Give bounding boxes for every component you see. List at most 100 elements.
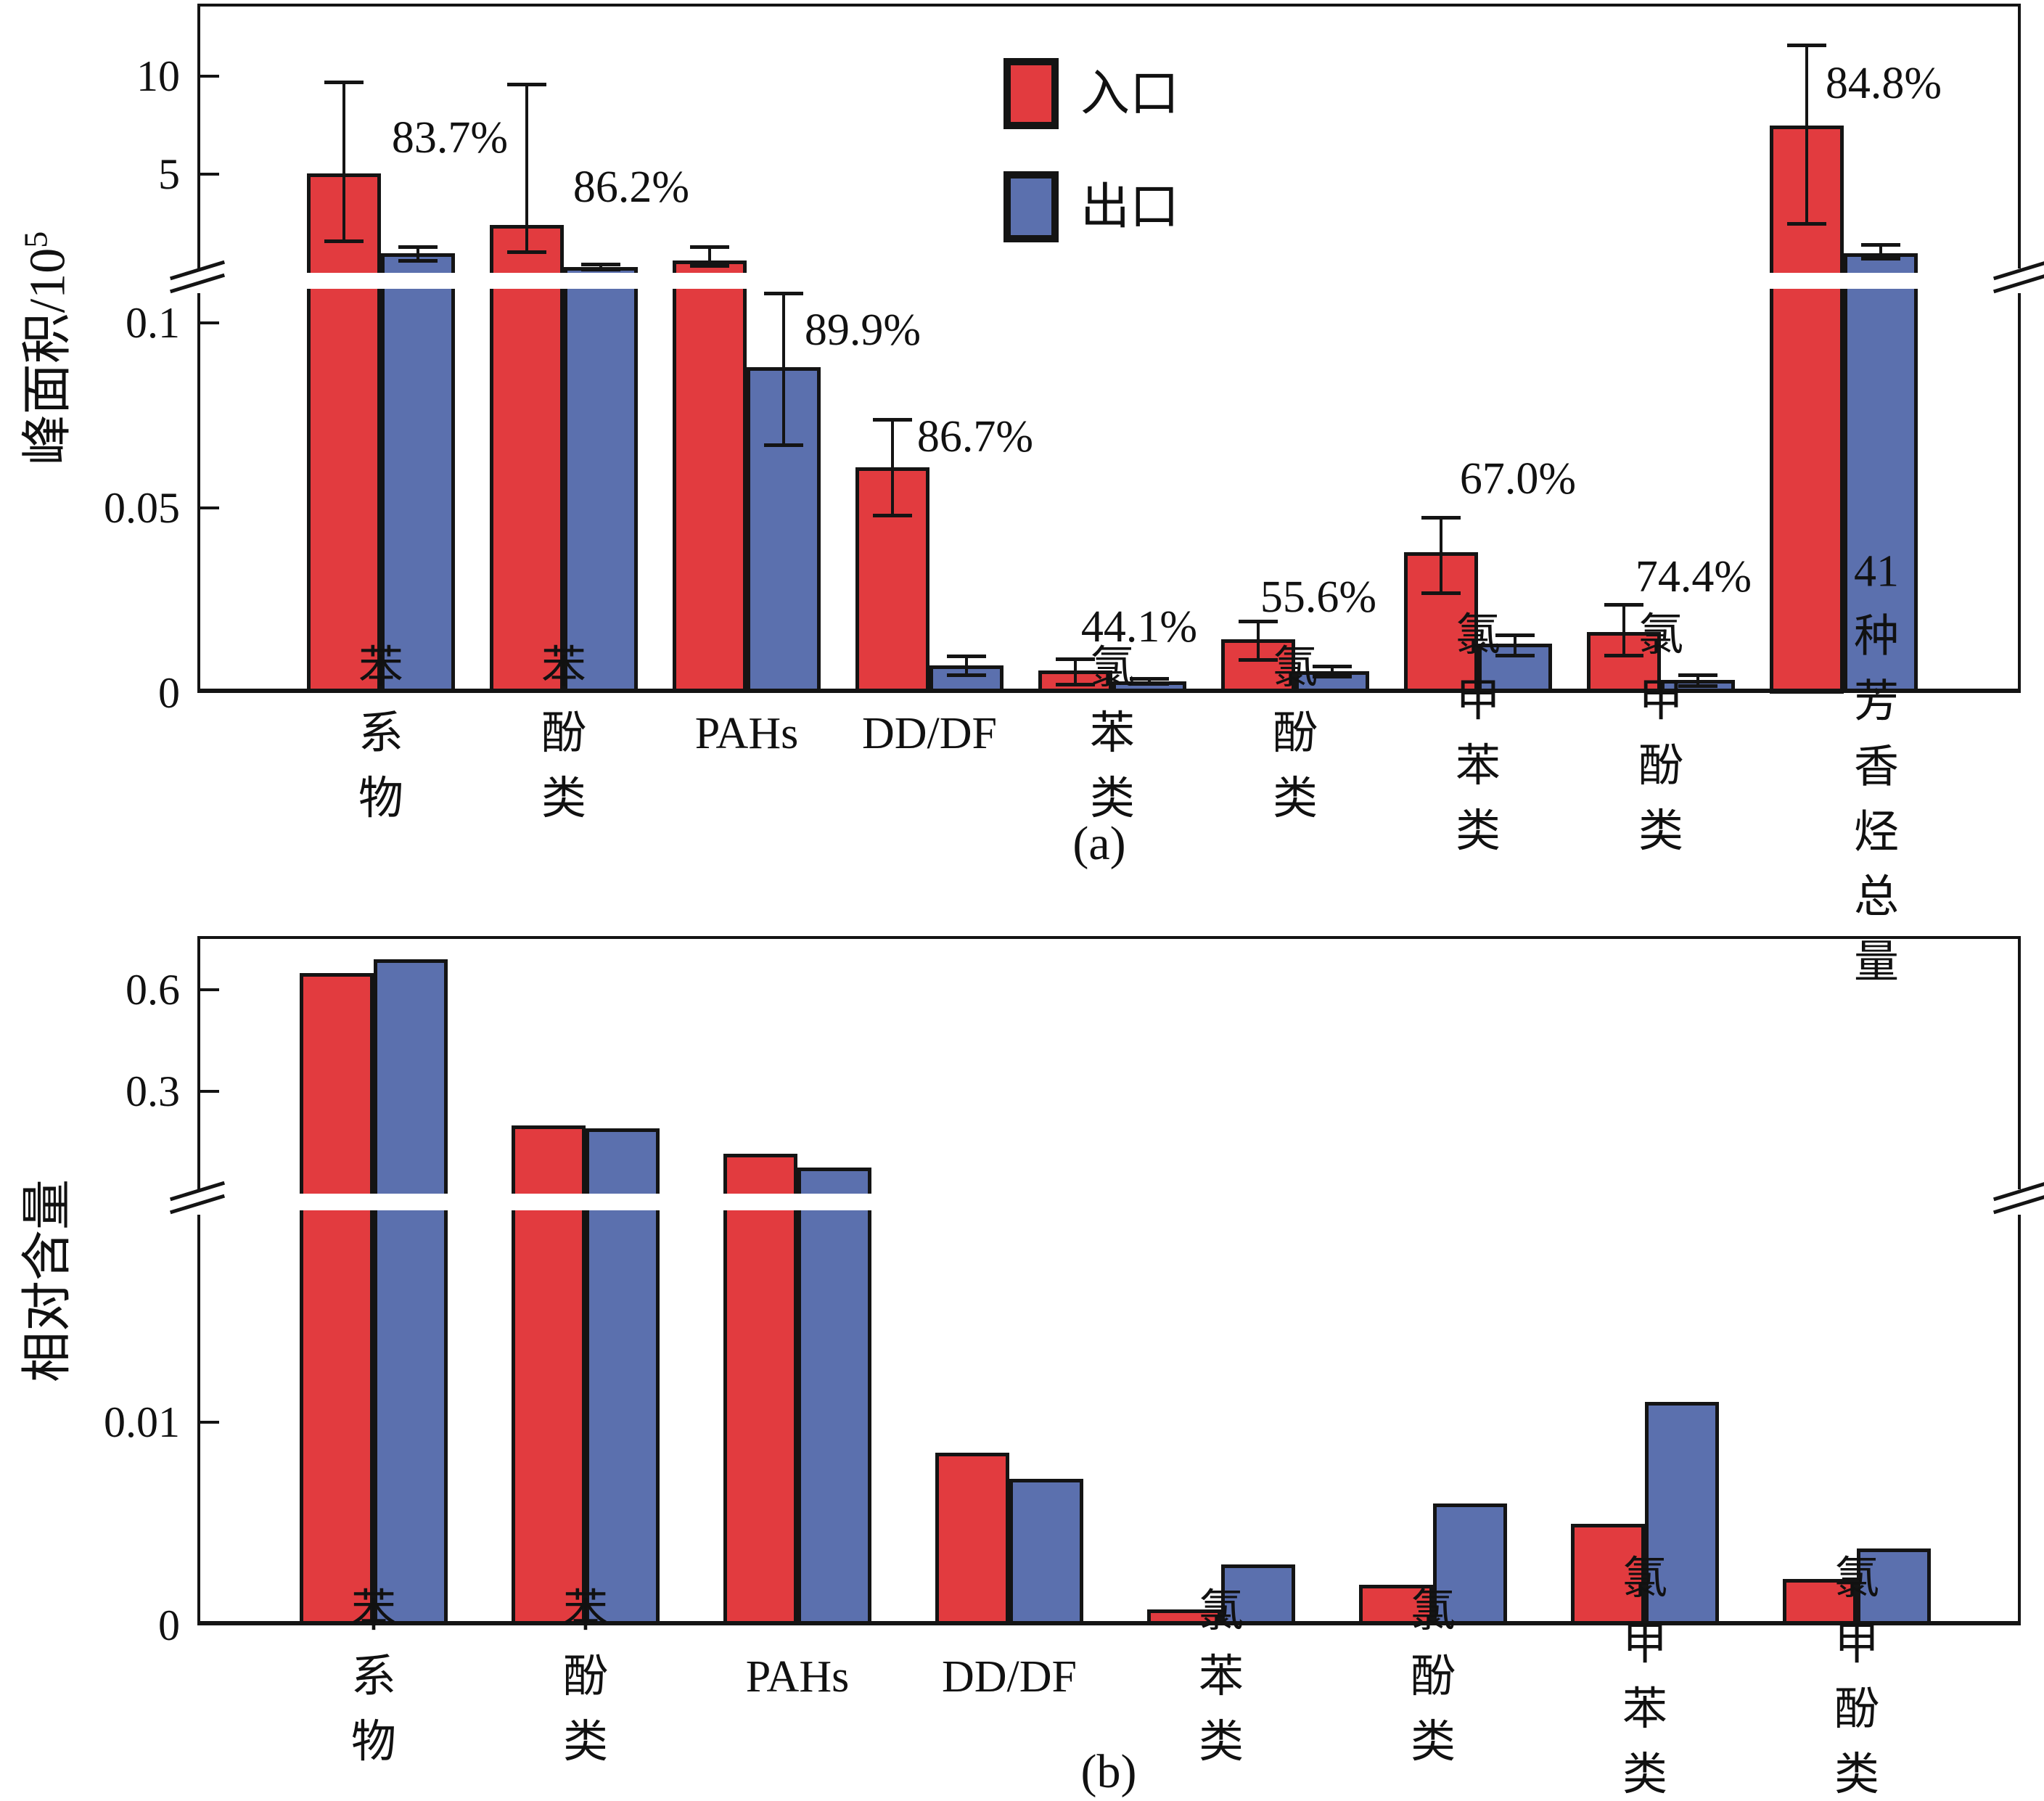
y-tick-label-a: 0.05 xyxy=(104,484,180,532)
error-cap xyxy=(507,250,546,254)
y-tick-a xyxy=(200,75,219,78)
y-tick-label-a: 0.1 xyxy=(126,299,180,347)
error-bar-outlet-41种芳香烃总量 xyxy=(1879,245,1882,258)
removal-rate-label-a-9: 84.8% xyxy=(1825,59,1942,108)
error-cap xyxy=(1604,654,1643,657)
y-tick-b xyxy=(200,1421,219,1424)
error-bar-outlet-PAHs xyxy=(782,293,785,445)
x-label-a-7: 氯甲苯类 xyxy=(1455,611,1501,856)
y-tick-label-b: 0.3 xyxy=(126,1067,180,1115)
error-cap xyxy=(1130,682,1169,686)
panel-caption-b: (b) xyxy=(1080,1745,1137,1798)
error-cap xyxy=(398,245,438,249)
bar-outlet-苯酚类 xyxy=(564,267,638,693)
x-label-b-3: PAHs xyxy=(745,1652,850,1702)
bar-outlet-苯酚类 xyxy=(586,1128,660,1625)
axis-break-band-b xyxy=(201,1194,2017,1210)
error-bar-inlet-PAHs xyxy=(708,247,711,266)
x-label-a-2: 苯酚类 xyxy=(541,644,587,824)
x-label-a-4: DD/DF xyxy=(861,709,998,759)
legend-label-inlet: 入口 xyxy=(1080,66,1180,121)
error-bar-inlet-氯酚类 xyxy=(1257,621,1260,660)
legend-item-outlet: 出口 xyxy=(1003,171,1179,242)
error-bar-inlet-苯酚类 xyxy=(525,84,528,252)
y-tick-a xyxy=(200,506,219,509)
error-bar-outlet-氯甲酚类 xyxy=(1696,675,1699,686)
removal-rate-label-a-1: 83.7% xyxy=(391,113,509,163)
error-cap xyxy=(1787,44,1826,47)
bar-inlet-41种芳香烃总量 xyxy=(1770,126,1844,694)
y-tick-a xyxy=(200,173,219,176)
legend-item-inlet: 入口 xyxy=(1003,58,1179,129)
error-bar-inlet-DD/DF xyxy=(891,419,894,516)
legend: 入口 出口 xyxy=(1003,58,1179,284)
axis-break-band-a xyxy=(201,273,2017,289)
x-label-b-5: 氯苯类 xyxy=(1198,1587,1244,1767)
error-bar-outlet-氯甲苯类 xyxy=(1514,635,1516,655)
error-bar-outlet-DD/DF xyxy=(965,656,968,675)
y-tick-label-a: 10 xyxy=(136,52,180,100)
error-cap xyxy=(1056,683,1095,686)
x-label-a-5: 氯苯类 xyxy=(1089,644,1136,824)
y-axis-title-a: 峰面积/105 xyxy=(17,231,76,466)
error-cap xyxy=(947,673,986,677)
x-label-a-3: PAHs xyxy=(694,709,799,759)
bar-outlet-PAHs xyxy=(797,1168,871,1625)
error-bar-outlet-苯系物 xyxy=(416,247,419,260)
bar-inlet-PAHs xyxy=(673,260,747,693)
error-bar-inlet-氯甲苯类 xyxy=(1440,517,1442,594)
x-label-b-6: 氯酚类 xyxy=(1410,1587,1456,1767)
bar-inlet-苯系物 xyxy=(307,173,381,693)
error-bar-outlet-氯苯类 xyxy=(1148,678,1151,684)
error-cap xyxy=(1787,222,1826,226)
y-tick-label-b: 0 xyxy=(158,1601,180,1649)
y-tick-b xyxy=(200,988,219,991)
error-cap xyxy=(1313,665,1352,668)
x-label-b-7: 氯甲苯类 xyxy=(1622,1554,1668,1800)
error-cap xyxy=(1313,675,1352,678)
error-bar-outlet-苯酚类 xyxy=(599,264,602,269)
bar-inlet-苯酚类 xyxy=(490,225,564,693)
error-cap xyxy=(947,655,986,658)
error-cap xyxy=(690,245,729,249)
legend-swatch-inlet xyxy=(1003,58,1059,129)
error-cap xyxy=(324,81,364,84)
error-cap xyxy=(764,443,803,447)
removal-rate-label-a-3: 89.9% xyxy=(804,305,922,355)
error-cap xyxy=(507,83,546,86)
y-axis-title-b: 相对含量 xyxy=(20,1179,76,1382)
error-cap xyxy=(581,263,620,266)
x-label-a-6: 氯酚类 xyxy=(1272,644,1318,824)
error-cap xyxy=(1421,516,1461,520)
bar-inlet-DD/DF xyxy=(935,1453,1009,1625)
error-cap xyxy=(1130,677,1169,681)
error-cap xyxy=(1056,657,1095,661)
error-bar-inlet-苯系物 xyxy=(342,82,345,241)
error-bar-inlet-41种芳香烃总量 xyxy=(1805,45,1808,223)
error-cap xyxy=(1604,603,1643,607)
removal-rate-label-a-8: 74.4% xyxy=(1635,552,1752,602)
bar-outlet-苯系物 xyxy=(381,253,455,693)
x-label-b-1: 苯系物 xyxy=(350,1587,397,1767)
error-cap xyxy=(1495,633,1535,637)
error-cap xyxy=(581,268,620,271)
x-label-a-8: 氯甲酚类 xyxy=(1638,611,1684,856)
error-cap xyxy=(1421,591,1461,595)
x-label-b-8: 氯甲酚类 xyxy=(1834,1554,1880,1800)
y-tick-label-a: 5 xyxy=(158,150,180,198)
error-cap xyxy=(690,264,729,268)
removal-rate-label-a-7: 67.0% xyxy=(1459,454,1577,504)
error-bar-inlet-氯甲酚类 xyxy=(1622,604,1625,655)
bar-outlet-DD/DF xyxy=(1009,1479,1083,1625)
error-cap xyxy=(398,259,438,263)
bar-outlet-苯系物 xyxy=(374,959,448,1625)
plot-area-b xyxy=(197,936,2021,1625)
x-label-b-4: DD/DF xyxy=(941,1652,1078,1702)
y-tick-b xyxy=(200,1090,219,1093)
y-tick-label-a: 0 xyxy=(158,669,180,717)
bar-outlet-氯酚类 xyxy=(1433,1503,1507,1625)
error-cap xyxy=(1678,673,1717,677)
bar-inlet-苯系物 xyxy=(300,973,374,1625)
error-cap xyxy=(1678,684,1717,688)
